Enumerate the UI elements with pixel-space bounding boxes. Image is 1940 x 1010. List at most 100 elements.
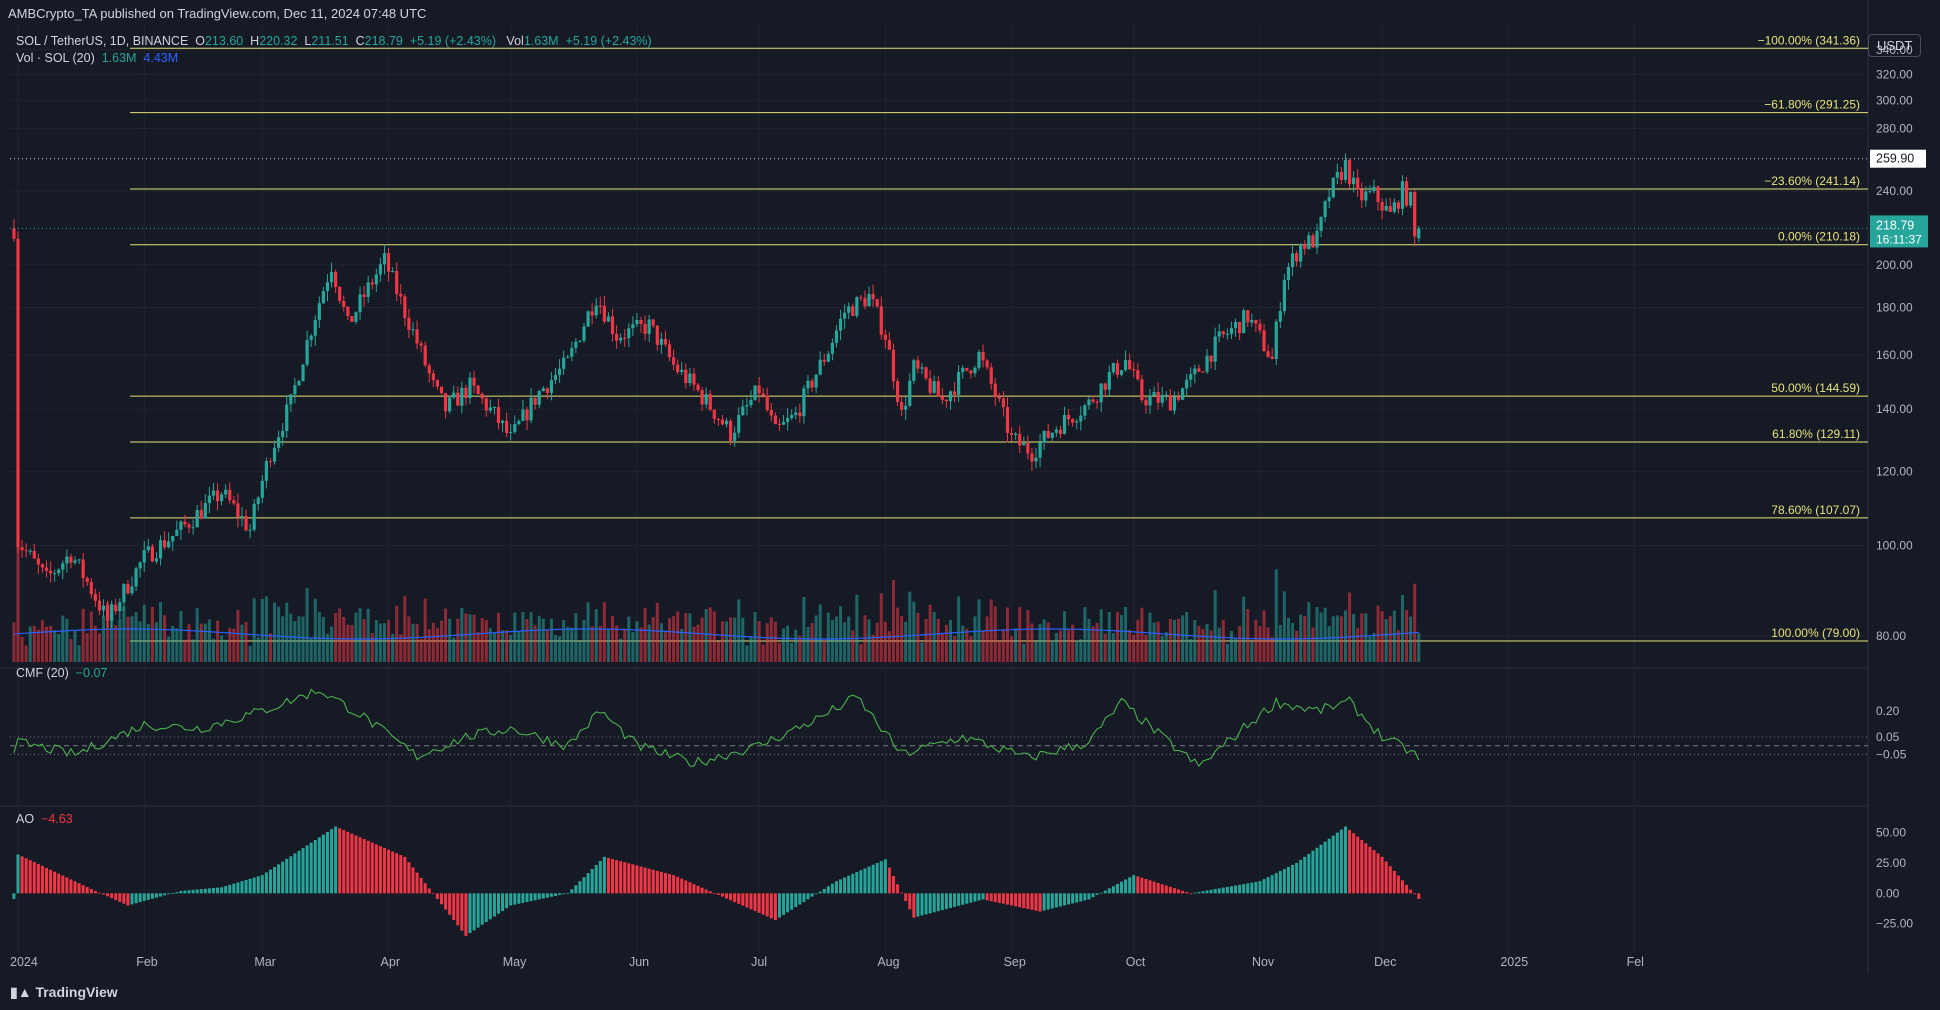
symbol-title[interactable]: SOL / TetherUS, 1D, BINANCE <box>16 34 189 48</box>
cmf-axis-tick: 0.05 <box>1876 730 1900 744</box>
candle-body <box>643 323 647 334</box>
candle-body <box>158 540 163 559</box>
candle-body <box>1299 244 1303 262</box>
candle-body <box>1225 333 1229 335</box>
ao-legend-label[interactable]: AO <box>16 812 35 826</box>
candle-body <box>69 556 73 563</box>
volume-bar <box>639 627 643 662</box>
candle-body <box>590 311 594 316</box>
candle-body <box>1046 430 1050 438</box>
volume-bar <box>904 621 908 662</box>
volume-bar <box>769 617 773 662</box>
ao-bar <box>757 893 761 913</box>
volume-bar <box>692 626 696 662</box>
ao-bar <box>488 893 492 920</box>
ao-bar <box>496 893 500 914</box>
ao-bar <box>810 893 814 897</box>
candle-body <box>1327 197 1331 202</box>
volume-bar <box>1262 610 1266 662</box>
volume-legend-label[interactable]: Vol · SOL (20) <box>16 51 95 65</box>
candle-body <box>1136 370 1140 380</box>
volume-bar <box>297 616 301 662</box>
volume-bar <box>782 628 786 662</box>
volume-bar <box>554 634 558 662</box>
ao-bar <box>69 879 73 894</box>
volume-bar <box>321 616 325 662</box>
candle-body <box>1335 172 1339 178</box>
candle-body <box>1217 331 1221 337</box>
ao-legend: AO −4.63 <box>16 812 73 826</box>
candle-body <box>1229 328 1234 334</box>
volume-bar <box>199 623 203 662</box>
candle-body <box>904 405 908 410</box>
candle-body <box>757 385 761 394</box>
volume-bar <box>293 621 297 662</box>
ao-bar <box>1299 859 1303 894</box>
volume-bar <box>1079 639 1083 662</box>
ao-bar <box>1014 893 1018 907</box>
time-axis-tick: Mar <box>254 955 276 969</box>
ao-bar <box>879 861 883 894</box>
volume-bar <box>456 618 460 662</box>
price-axis-tick: 200.00 <box>1876 258 1913 272</box>
volume-bar <box>1026 610 1030 662</box>
ao-bar <box>725 893 729 899</box>
candle-body <box>236 503 240 518</box>
publisher-header: AMBCrypto_TA published on TradingView.co… <box>8 6 427 21</box>
volume-change-value: +5.19 (+2.43%) <box>565 34 652 48</box>
volume-bar <box>1225 643 1229 662</box>
ao-bar <box>672 875 676 894</box>
candle-body <box>1368 191 1372 193</box>
ao-bar <box>773 893 777 921</box>
candle-body <box>1278 311 1282 322</box>
ao-bar <box>1018 893 1022 908</box>
candle-body <box>1372 186 1376 192</box>
candle-body <box>867 293 871 307</box>
ao-bar <box>1213 889 1217 894</box>
volume-bar <box>684 613 688 662</box>
currency-button[interactable]: USDT <box>1868 34 1922 57</box>
candle-body <box>541 388 545 392</box>
candle-body <box>1315 230 1319 248</box>
candle-body <box>12 228 16 239</box>
volume-bar <box>1067 630 1071 662</box>
candle-body <box>1209 355 1213 362</box>
ao-bar <box>252 877 256 894</box>
cmf-legend-label[interactable]: CMF (20) <box>16 666 69 680</box>
ao-bar <box>330 829 334 894</box>
ao-bar <box>1295 862 1299 894</box>
ao-bar <box>920 893 924 916</box>
candle-body <box>1404 181 1409 206</box>
candle-body <box>509 431 513 434</box>
candle-body <box>207 495 211 504</box>
candle-body <box>500 420 505 423</box>
volume-bar <box>765 623 769 662</box>
volume-bar <box>1058 630 1062 662</box>
volume-bar <box>1148 612 1152 662</box>
ao-bar <box>839 879 843 894</box>
ao-bar <box>297 850 301 894</box>
price-axis-tick: 140.00 <box>1876 402 1913 416</box>
candle-body <box>1392 202 1396 212</box>
ao-bar <box>749 893 753 910</box>
volume-bar <box>448 618 452 662</box>
volume-bar <box>1360 613 1364 662</box>
candle-body <box>667 344 672 358</box>
ao-bar <box>1311 850 1315 894</box>
candle-body <box>1091 399 1095 402</box>
ao-bar <box>1348 829 1352 894</box>
ao-axis-tick: 25.00 <box>1876 856 1906 870</box>
volume-bar <box>1270 637 1274 662</box>
close-value: 218.79 <box>364 34 403 48</box>
ao-bar <box>40 865 44 894</box>
volume-bar <box>574 613 578 662</box>
candle-body <box>855 297 859 316</box>
candle-body <box>838 318 843 331</box>
volume-bar <box>712 611 716 662</box>
ao-bar <box>924 893 928 915</box>
volume-bar <box>1413 583 1417 662</box>
candle-body <box>802 388 806 417</box>
ao-bar <box>366 840 370 894</box>
candle-body <box>1132 369 1136 371</box>
